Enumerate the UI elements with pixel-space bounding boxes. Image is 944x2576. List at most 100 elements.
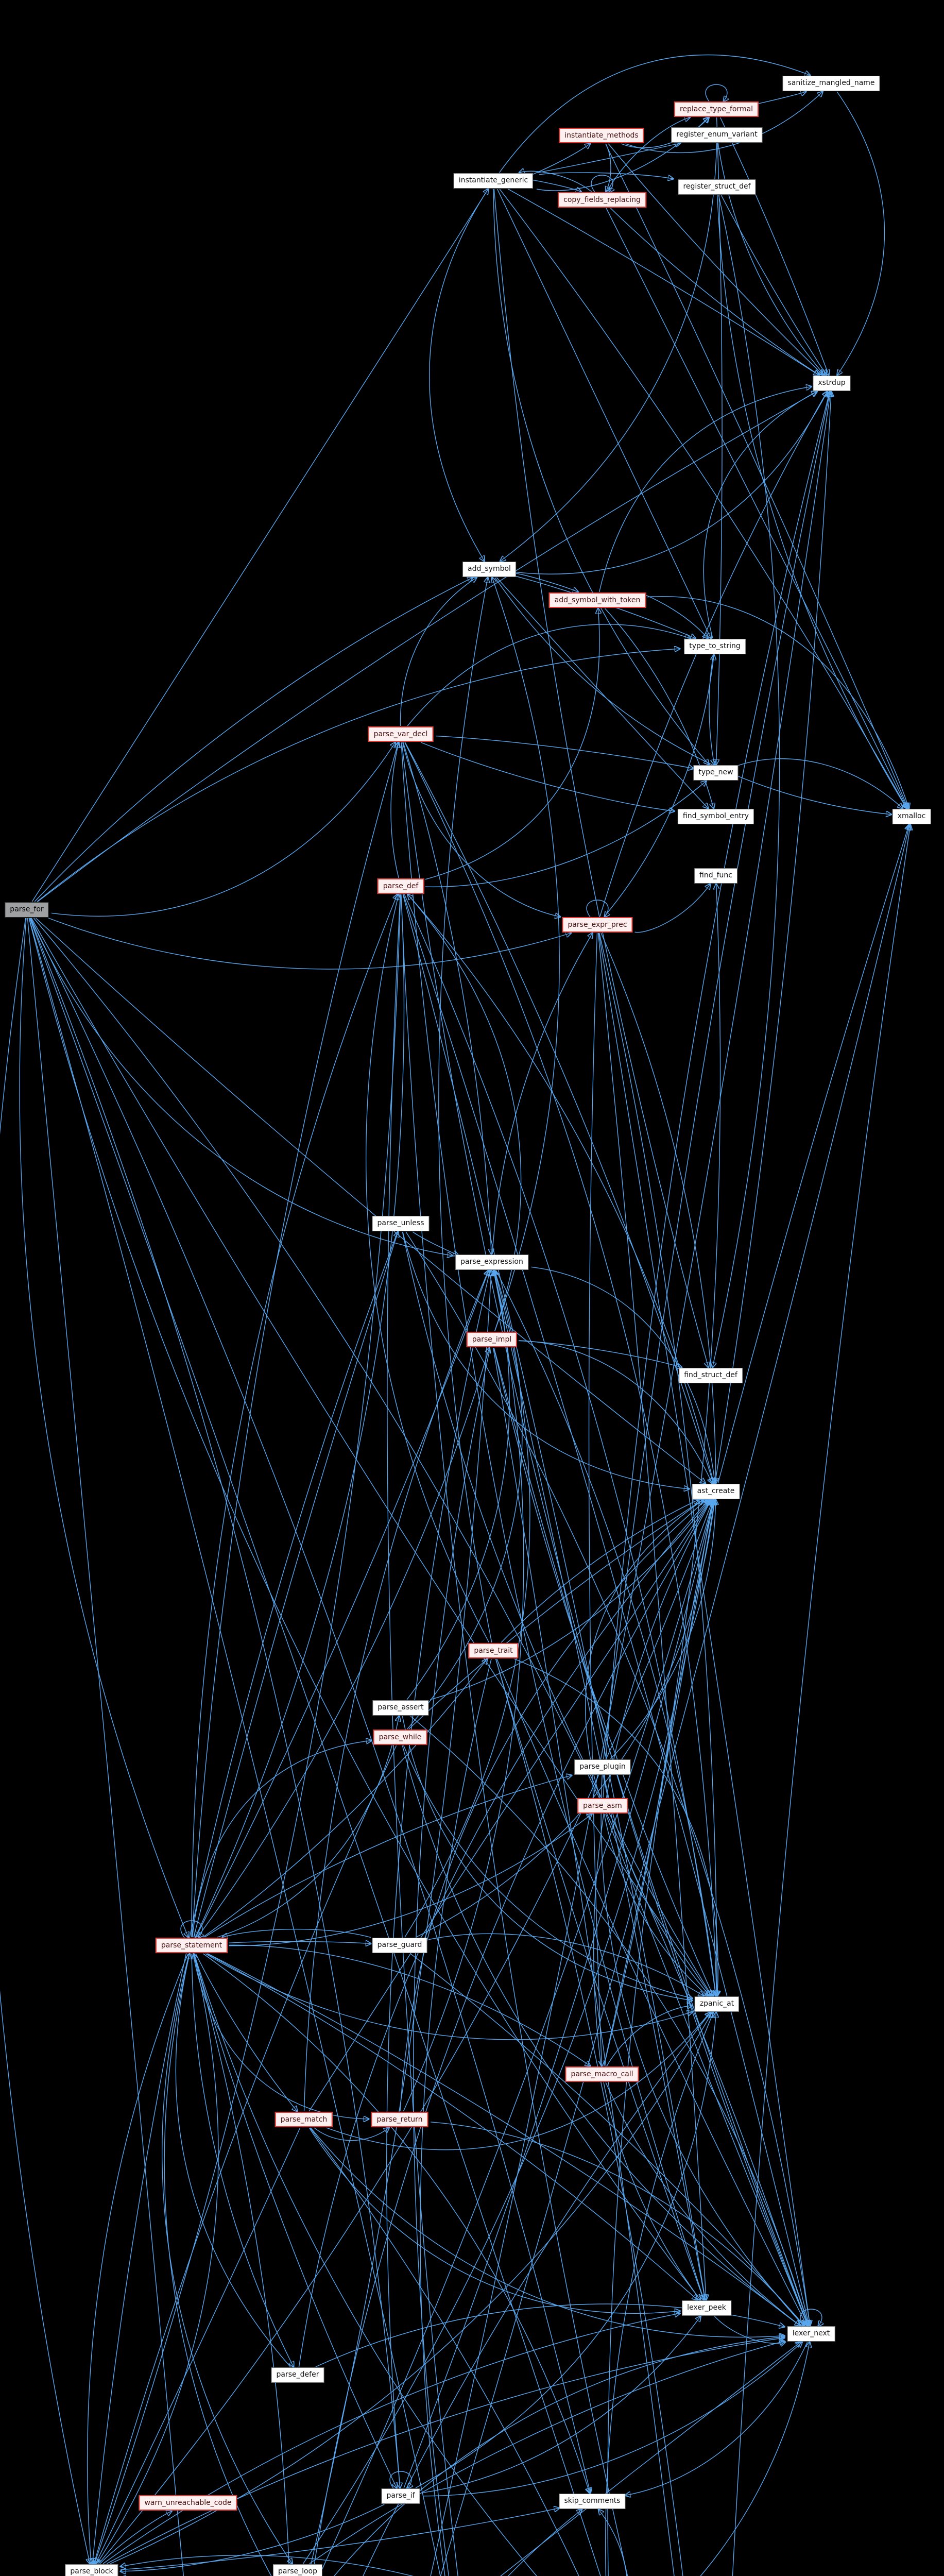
edge-parse_defer-to-parse_statement <box>175 1954 291 2367</box>
edge-parse_unless-to-ast_create <box>402 1231 689 1489</box>
edge-instantiate_methods-to-xstrdup <box>608 143 823 375</box>
edge-run_comptime_block-to-zpanic_at <box>363 2012 711 2576</box>
node-type_to_string[interactable]: type_to_string <box>684 639 746 654</box>
edge-parse_def-to-add_symbol_with_token <box>425 608 599 880</box>
edge-parse_block-to-skip_comments <box>121 2508 559 2570</box>
edge-parse_trait-to-zpanic_at <box>514 1658 718 1996</box>
node-find_struct_def[interactable]: find_struct_def <box>679 1368 743 1383</box>
node-zpanic_at[interactable]: zpanic_at <box>694 1996 740 2012</box>
node-lexer_peek[interactable]: lexer_peek <box>682 2300 731 2316</box>
edge-copy_fields_replacing-to-copy_fields_replacing <box>591 175 613 192</box>
node-parse_macro_call[interactable]: parse_macro_call <box>565 2066 639 2082</box>
edge-parse_statement-to-parse_unless <box>193 1232 398 1938</box>
node-parse_return[interactable]: parse_return <box>371 2112 428 2127</box>
node-parse_unless[interactable]: parse_unless <box>372 1216 430 1231</box>
node-parse_guard[interactable]: parse_guard <box>372 1938 427 1953</box>
edge-instantiate_generic-to-instantiate_methods <box>532 144 590 175</box>
edge-parse_expr_prec-to-ast_create <box>600 933 716 1483</box>
edge-parse_statement-to-parse_while <box>192 1740 371 1938</box>
edge-parse_if-to-parse_expression <box>386 1270 490 2488</box>
node-parse_def[interactable]: parse_def <box>377 878 424 894</box>
edge-parse_statement-to-parse_if <box>193 1953 397 2488</box>
node-sanitize_mangled_name[interactable]: sanitize_mangled_name <box>782 76 880 91</box>
node-replace_type_formal[interactable]: replace_type_formal <box>674 101 759 117</box>
node-parse_if[interactable]: parse_if <box>381 2488 420 2504</box>
edge-parse_expr_prec-to-lexer_next <box>598 933 810 2326</box>
node-find_func[interactable]: find_func <box>694 868 737 884</box>
node-parse_statement[interactable]: parse_statement <box>155 1938 228 1953</box>
node-parse_defer[interactable]: parse_defer <box>271 2367 324 2383</box>
edge-parse_trait-to-enter_scope <box>495 1658 683 2576</box>
edge-instantiate_generic-to-xmalloc <box>499 189 907 808</box>
node-parse_expression[interactable]: parse_expression <box>455 1255 528 1270</box>
edge-parse_match-to-parse_block <box>96 2127 301 2564</box>
node-instantiate_generic[interactable]: instantiate_generic <box>453 173 534 189</box>
edge-instantiate_generic-to-type_new <box>493 189 709 765</box>
edge-parse_impl-to-exit_scope <box>413 1347 491 2576</box>
edge-parse_match-to-parse_return <box>314 2128 389 2141</box>
edge-parse_def-to-lexer_peek <box>402 894 705 2300</box>
node-register_struct_def[interactable]: register_struct_def <box>678 179 756 195</box>
node-parse_asm[interactable]: parse_asm <box>577 1798 628 1814</box>
node-parse_while[interactable]: parse_while <box>373 1730 427 1745</box>
node-parse_plugin[interactable]: parse_plugin <box>574 1759 631 1775</box>
edge-parse_loop-to-ast_create <box>303 1500 715 2564</box>
edge-parse_def-to-enter_scope <box>401 894 628 2576</box>
edge-parse_def-to-parse_block <box>95 894 401 2564</box>
edge-lexer_init-to-skip_comments <box>507 2510 582 2576</box>
edge-parse_match-to-ast_create <box>308 1500 710 2112</box>
node-parse_impl[interactable]: parse_impl <box>466 1332 518 1347</box>
edge-parse_match-to-lexer_peek <box>308 2127 680 2313</box>
node-register_enum_variant[interactable]: register_enum_variant <box>671 127 763 143</box>
edge-parse_while-to-lexer_next <box>402 1745 800 2326</box>
node-find_symbol_entry[interactable]: find_symbol_entry <box>677 809 754 824</box>
edge-parse_statement-to-parse_match <box>195 1953 297 2111</box>
node-parse_match[interactable]: parse_match <box>274 2112 333 2127</box>
node-skip_comments[interactable]: skip_comments <box>559 2494 626 2509</box>
edge-sanitize_mangled_name-to-xstrdup <box>837 91 885 375</box>
edge-replace_type_formal-to-xstrdup <box>719 117 829 375</box>
edge-instantiate_generic-to-copy_fields_replacing <box>530 179 581 192</box>
node-warn_unreachable_code[interactable]: warn_unreachable_code <box>139 2495 237 2511</box>
edge-parse_trait-to-lexer_next <box>496 1658 807 2326</box>
edge-parse_var_decl-to-type_to_string <box>407 624 690 726</box>
node-xmalloc[interactable]: xmalloc <box>892 809 931 824</box>
node-parse_trait[interactable]: parse_trait <box>468 1643 519 1658</box>
node-type_new[interactable]: type_new <box>693 765 739 781</box>
edge-copy_fields_replacing-to-xmalloc <box>606 208 907 808</box>
node-instantiate_methods[interactable]: instantiate_methods <box>559 128 644 143</box>
edge-parse_expr_prec-to-zpanic_at <box>599 933 717 1996</box>
edge-parse_trait-to-lexer_peek <box>495 1658 704 2300</box>
edge-parse_statement-to-parse_test <box>194 1953 537 2576</box>
edge-parse_macro_call-to-ast_create <box>593 1500 711 2066</box>
edge-parse_if-to-zpanic_at <box>415 2012 716 2488</box>
edge-parse_var_decl-to-parse_expr_prec <box>402 742 560 917</box>
node-xstrdup[interactable]: xstrdup <box>813 376 851 391</box>
node-lexer_next[interactable]: lexer_next <box>787 2326 835 2342</box>
edge-parse_statement-to-parse_block <box>87 1953 188 2564</box>
edge-parse_for-to-zpanic_at <box>31 918 711 1996</box>
edge-parse_def-to-lexer_next <box>403 894 809 2326</box>
edge-parse_impl-to-add_symbol <box>492 578 560 1332</box>
node-parse_expr_prec[interactable]: parse_expr_prec <box>562 917 633 933</box>
edge-add_symbol-to-add_symbol_with_token <box>516 573 578 592</box>
node-parse_block[interactable]: parse_block <box>65 2564 118 2576</box>
node-add_symbol_with_token[interactable]: add_symbol_with_token <box>548 592 646 608</box>
edge-parse_statement-to-skip_comments <box>203 1953 590 2493</box>
node-ast_create[interactable]: ast_create <box>692 1484 740 1499</box>
node-copy_fields_replacing[interactable]: copy_fields_replacing <box>558 192 646 208</box>
edge-parse_match-to-enter_scope <box>310 2127 579 2576</box>
edge-parse_for-to-xstrdup <box>37 392 817 902</box>
node-parse_for[interactable]: parse_for <box>5 902 49 918</box>
edge-parse_while-to-parse_block <box>94 1745 397 2564</box>
edge-parse_for-to-parse_expression <box>30 918 452 1256</box>
edge-parse_block-to-warn_unreachable_code <box>99 2511 171 2564</box>
node-parse_assert[interactable]: parse_assert <box>372 1700 429 1716</box>
edge-parse_impl-to-ast_create <box>518 1340 712 1483</box>
edge-parse_if-to-ast_create <box>403 1500 714 2488</box>
node-add_symbol[interactable]: add_symbol <box>462 562 516 577</box>
node-parse_loop[interactable]: parse_loop <box>272 2564 323 2576</box>
edge-parse_expression-to-parse_expr_prec <box>492 933 593 1255</box>
node-parse_var_decl[interactable]: parse_var_decl <box>368 726 434 742</box>
